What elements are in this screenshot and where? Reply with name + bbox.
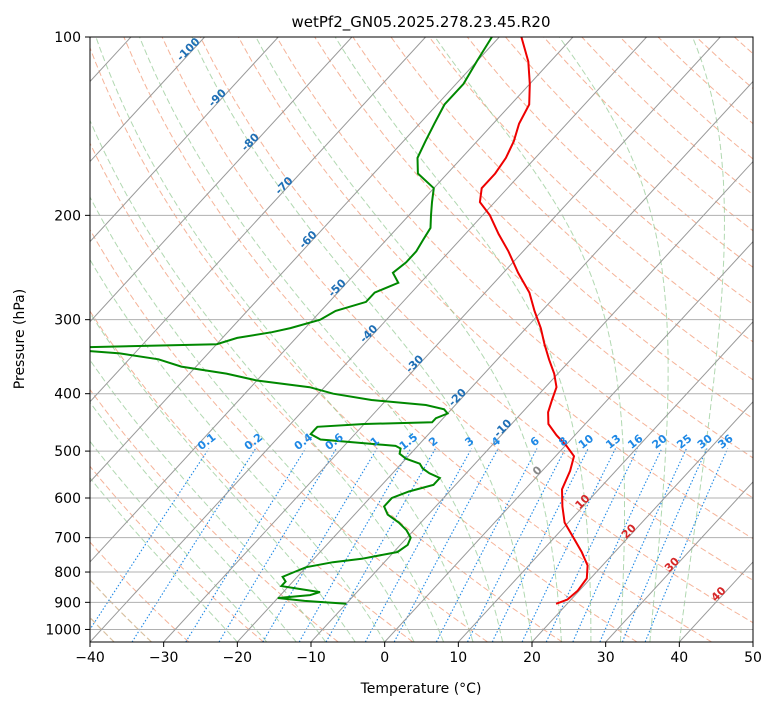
x-tick-label: 30 — [597, 650, 615, 666]
mixing-ratio-line — [131, 448, 257, 642]
profiles — [90, 37, 589, 605]
moist-adiabat — [334, 37, 592, 642]
dry-adiabat — [161, 37, 753, 624]
mixing-ratio-line — [393, 448, 499, 642]
x-axis-label: Temperature (°C) — [360, 681, 482, 697]
moist-adiabat — [90, 477, 238, 642]
y-tick-label: 900 — [54, 595, 81, 611]
moist-adiabat — [90, 258, 386, 642]
moist-adiabat — [255, 37, 562, 642]
y-tick-label: 700 — [54, 531, 81, 547]
isotherm — [236, 80, 753, 642]
dry-adiabat — [314, 37, 753, 459]
y-tick-label: 500 — [54, 444, 81, 460]
isotherm — [605, 481, 753, 642]
moist-adiabat — [90, 401, 297, 642]
y-tick-label: 100 — [54, 30, 81, 46]
y-tick-label: 400 — [54, 387, 81, 403]
moist-adiabats — [90, 37, 726, 642]
dry-adiabat — [90, 465, 264, 642]
y-tick-label: 600 — [54, 491, 81, 507]
isotherm — [90, 37, 205, 163]
x-tick-label: −10 — [296, 650, 326, 666]
x-tick-label: 40 — [670, 650, 688, 666]
x-tick-label: 20 — [523, 650, 541, 666]
mixing-ratio-line — [218, 448, 337, 642]
isotherm — [310, 160, 753, 642]
x-tick-label: 10 — [449, 650, 467, 666]
moist-adiabat — [434, 37, 625, 642]
isotherm — [163, 37, 721, 642]
x-tick-label: 0 — [380, 650, 389, 666]
isotherm — [384, 240, 753, 642]
isotherm — [90, 37, 500, 483]
dry-adiabat — [90, 228, 488, 642]
dewpoint-line — [90, 37, 493, 605]
y-tick-label: 300 — [54, 313, 81, 329]
mixing-ratio-line — [621, 448, 708, 642]
moist-adiabat — [558, 37, 669, 642]
moist-adiabat — [678, 37, 726, 642]
dry-adiabat — [90, 142, 563, 642]
isotherm — [90, 37, 353, 323]
mixing-ratio-line — [545, 448, 639, 642]
moist-adiabat — [139, 37, 503, 642]
dry-adiabat — [276, 37, 753, 499]
mixing-ratio-line — [185, 448, 307, 642]
moist-adiabat — [90, 312, 356, 642]
isotherm — [457, 320, 753, 642]
isotherm — [90, 37, 426, 403]
background-lines — [90, 37, 753, 642]
moist-adiabat — [191, 37, 533, 642]
mixing-ratio-line — [262, 448, 378, 642]
isotherm — [90, 37, 279, 243]
y-tick-label: 200 — [54, 208, 81, 224]
moist-adiabat — [95, 37, 474, 642]
mixing-ratio-line — [467, 448, 566, 642]
y-tick-label: 800 — [54, 565, 81, 581]
dry-adiabat — [123, 37, 712, 642]
y-axis-label: Pressure (hPa) — [12, 289, 28, 389]
mixing-ratio-line — [572, 448, 663, 642]
isotherms — [90, 37, 753, 642]
mixing-ratio-line — [521, 448, 616, 642]
plot-frame — [89, 36, 754, 643]
y-tick-label: 1000 — [45, 622, 81, 638]
moist-adiabat — [90, 440, 268, 642]
x-tick-label: 50 — [744, 650, 762, 666]
x-tick-label: −20 — [223, 650, 253, 666]
mixing-ratio-line — [435, 448, 538, 642]
dry-adiabat — [390, 37, 753, 381]
chart-title: wetPf2_GN05.2025.278.23.45.R20 — [291, 13, 550, 32]
y-axis: 100 200 300 400 500 600 700 800 900 1000 — [45, 30, 90, 638]
isotherm — [531, 401, 753, 642]
x-tick-label: −30 — [149, 650, 179, 666]
temperature-line — [478, 37, 589, 605]
x-tick-label: −40 — [75, 650, 105, 666]
dry-adiabat — [428, 37, 753, 343]
mixing-ratio-line — [599, 448, 687, 642]
isotherm — [90, 37, 574, 563]
mixing-ratio-line — [298, 448, 412, 642]
moist-adiabat — [90, 119, 445, 642]
mixing-ratio-line — [90, 448, 210, 631]
isotherm — [90, 37, 647, 642]
dry-adiabat — [466, 37, 753, 305]
x-axis: −40 −30 −20 −10 0 10 20 30 40 50 — [75, 642, 762, 666]
